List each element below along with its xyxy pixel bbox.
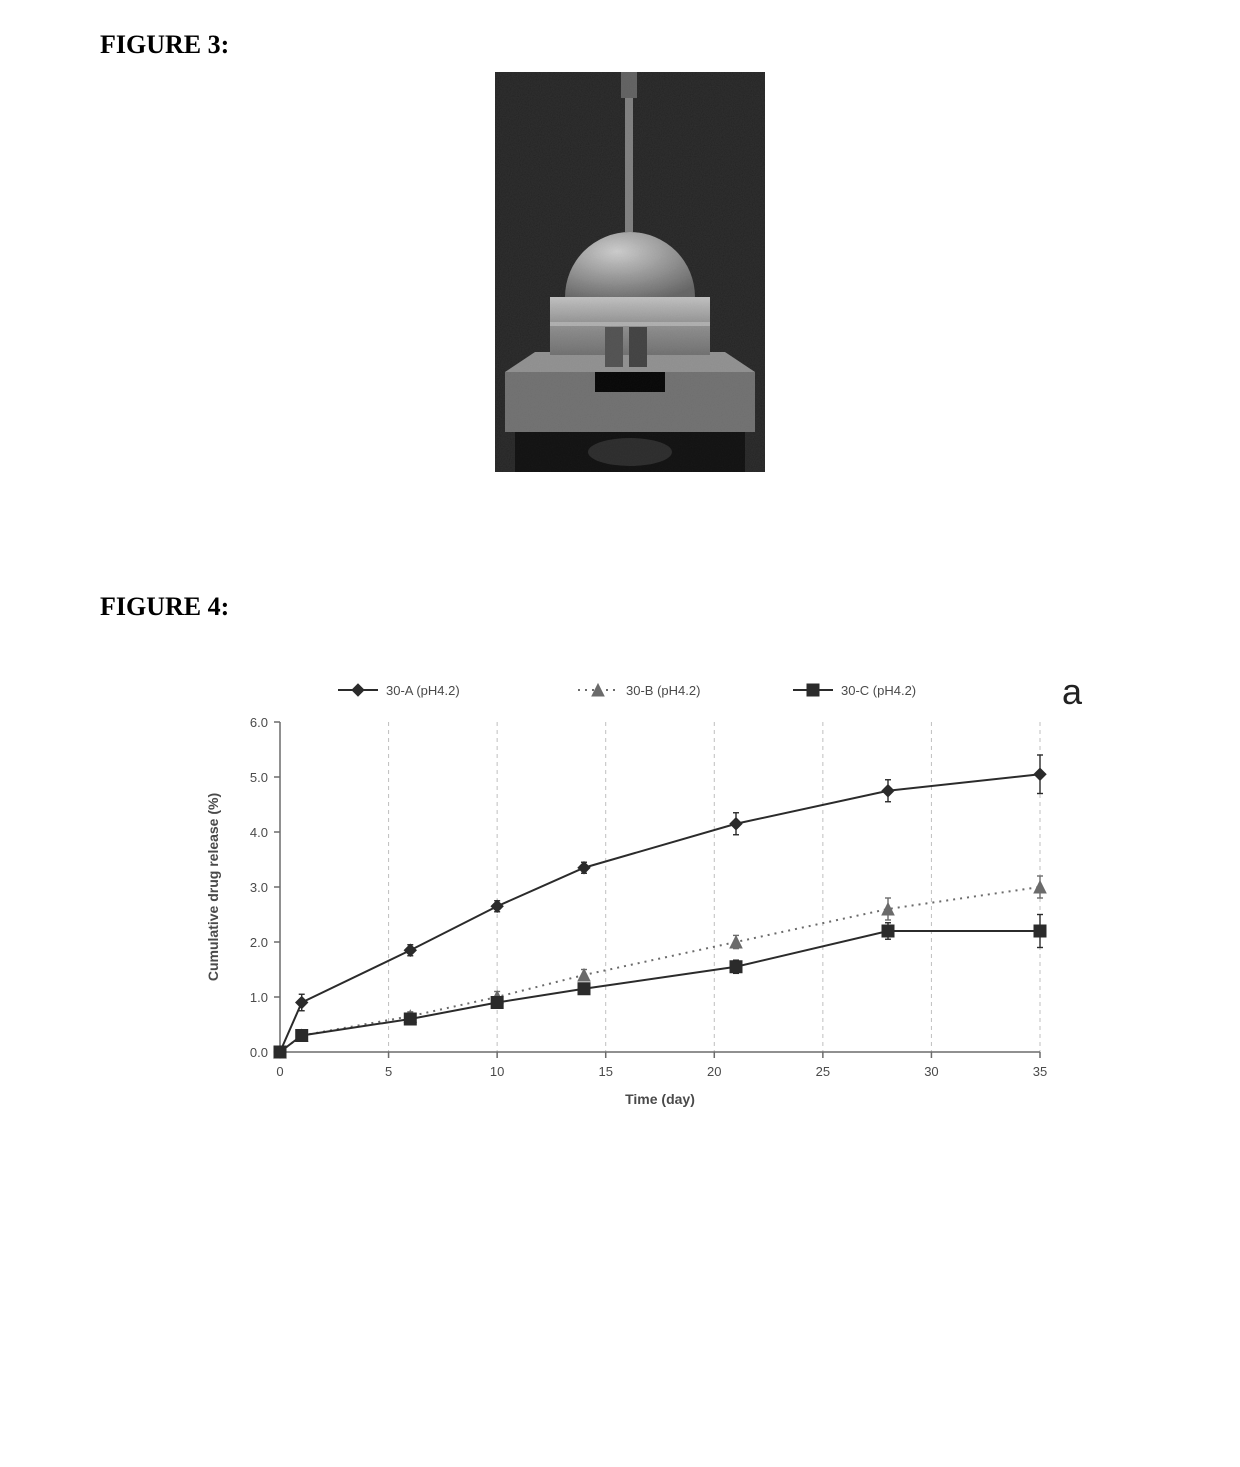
svg-text:3.0: 3.0 [250, 880, 268, 895]
svg-text:30-C (pH4.2): 30-C (pH4.2) [841, 683, 916, 698]
svg-text:30-A (pH4.2): 30-A (pH4.2) [386, 683, 460, 698]
svg-text:30-B (pH4.2): 30-B (pH4.2) [626, 683, 700, 698]
svg-text:5.0: 5.0 [250, 770, 268, 785]
svg-text:5: 5 [385, 1064, 392, 1079]
svg-text:2.0: 2.0 [250, 935, 268, 950]
svg-text:15: 15 [598, 1064, 612, 1079]
figure-4: FIGURE 4: 0 5 10 15 20 25 30 35 0.0 1.0 2.0 3.0 4.0 5… [100, 592, 1160, 1132]
svg-text:30: 30 [924, 1064, 938, 1079]
svg-text:25: 25 [816, 1064, 830, 1079]
figure-3: FIGURE 3: [100, 30, 1160, 472]
svg-text:1.0: 1.0 [250, 990, 268, 1005]
figure-4-heading: FIGURE 4: [100, 592, 1160, 622]
svg-text:Cumulative drug release (%): Cumulative drug release (%) [205, 793, 221, 981]
svg-text:Time (day): Time (day) [625, 1091, 695, 1107]
svg-text:0.0: 0.0 [250, 1045, 268, 1060]
svg-text:35: 35 [1033, 1064, 1047, 1079]
svg-text:0: 0 [276, 1064, 283, 1079]
figure-3-photo [495, 72, 765, 472]
svg-text:6.0: 6.0 [250, 715, 268, 730]
figure-3-heading: FIGURE 3: [100, 30, 1160, 60]
svg-text:10: 10 [490, 1064, 504, 1079]
svg-text:a: a [1062, 671, 1083, 712]
figure-4-chart-wrap: 0 5 10 15 20 25 30 35 0.0 1.0 2.0 3.0 4.0 5.0 6.0 Time … [100, 662, 1160, 1132]
figure-3-photo-wrap [100, 72, 1160, 472]
release-chart: 0 5 10 15 20 25 30 35 0.0 1.0 2.0 3.0 4.0 5.0 6.0 Time … [160, 662, 1100, 1132]
svg-text:4.0: 4.0 [250, 825, 268, 840]
svg-text:20: 20 [707, 1064, 721, 1079]
